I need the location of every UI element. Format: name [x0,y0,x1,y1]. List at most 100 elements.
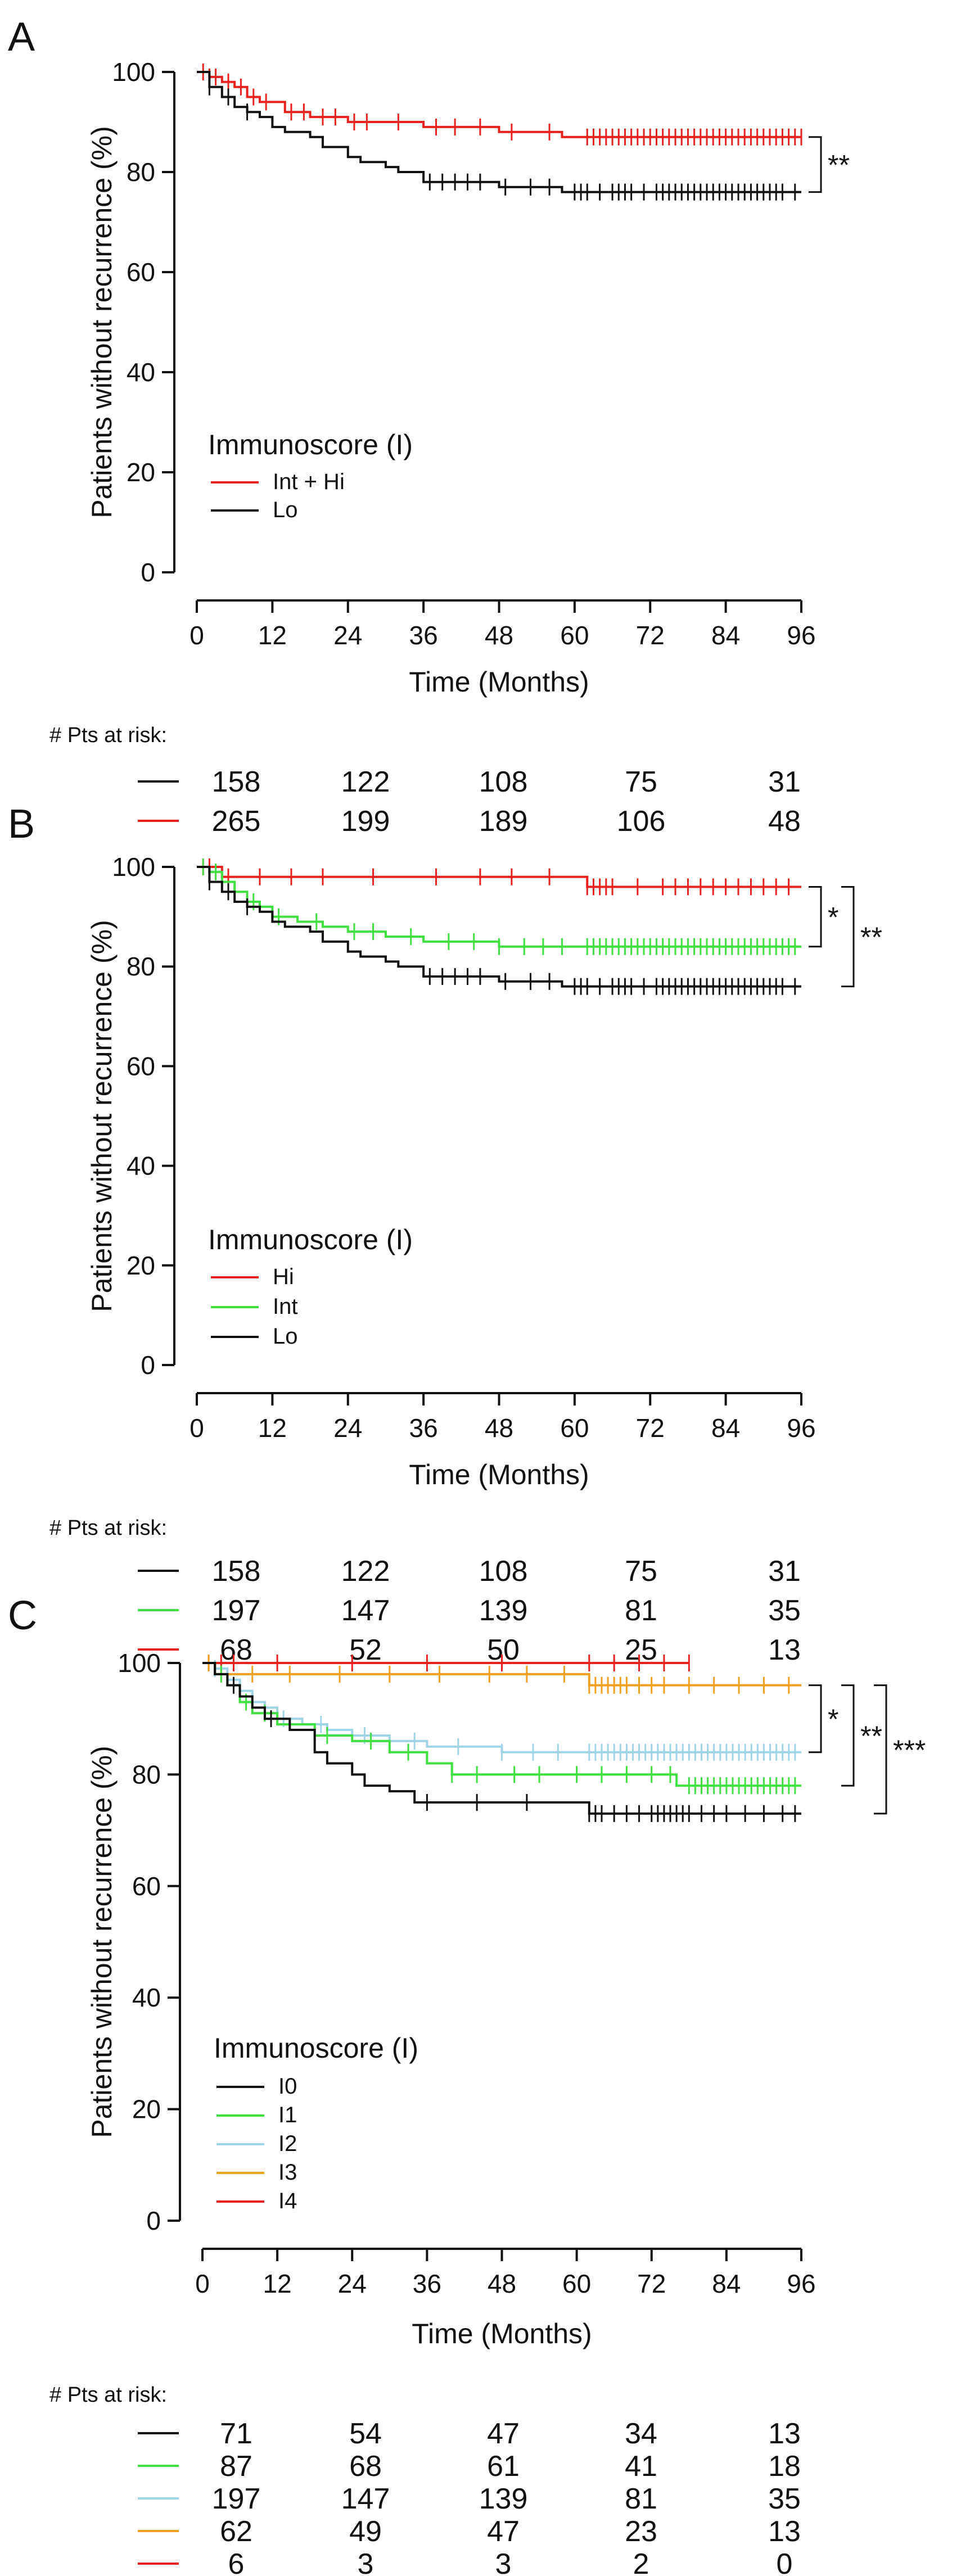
survival-curve [197,71,801,138]
risk-count: 41 [625,2450,657,2483]
x-tick-label: 12 [263,2269,292,2298]
y-tick-label: 60 [127,257,155,287]
x-tick-label: 48 [488,2269,516,2298]
x-tick-label: 0 [190,621,204,650]
x-tick-label: 84 [712,2269,741,2298]
x-tick-label: 60 [560,621,589,650]
risk-count: 106 [617,805,666,838]
x-axis-label: Time (Months) [409,666,589,698]
x-tick-label: 60 [562,2269,591,2298]
legend-label: I3 [278,2160,297,2185]
series-i4 [202,1655,690,1671]
x-tick-label: 72 [636,621,665,650]
x-tick-label: 60 [560,1413,589,1443]
risk-count: 47 [487,2515,520,2548]
x-tick-label: 36 [409,1413,438,1443]
x-tick-label: 72 [637,2269,666,2298]
legend-label: Int [273,1294,297,1319]
risk-count: 61 [487,2450,520,2483]
risk-count: 68 [349,2450,382,2483]
risk-count: 3 [495,2548,512,2576]
legend: Immunoscore (I) Hi Int Lo [208,1224,413,1349]
significance-label: ** [828,150,850,181]
risk-table: # Pts at risk: 158 122 108 75 31 265 199 189 106 4… [49,724,801,838]
risk-table: # Pts at risk: 71 54 47 34 13 87 68 61 41 18 197 147… [49,2383,801,2576]
y-tick-label: 60 [127,1051,155,1081]
legend: Immunoscore (I) Int + Hi Lo [208,429,413,522]
legend-label: Lo [273,498,298,522]
risk-count: 139 [479,2483,528,2515]
y-tick-label: 0 [141,558,155,587]
risk-table: # Pts at risk: 158 122 108 75 31 197 147 139 81 35… [49,1516,801,1666]
risk-count: 3 [358,2548,374,2576]
risk-count: 199 [341,805,390,838]
risk-count: 34 [625,2417,657,2450]
y-tick-label: 100 [118,1648,161,1678]
y-tick-label: 40 [127,1151,155,1181]
x-axis-label: Time (Months) [409,1459,589,1490]
legend-label: I2 [278,2131,297,2156]
risk-count: 189 [479,805,528,838]
x-axis-label: Time (Months) [412,2318,592,2349]
risk-count: 147 [341,2483,390,2515]
risk-count: 87 [220,2450,252,2483]
x-tick-label: 0 [195,2269,210,2298]
y-tick-label: 40 [132,1983,161,2012]
survival-curve [202,1662,801,1787]
y-tick-label: 100 [112,57,155,87]
y-tick-label: 80 [127,157,155,187]
significance-label: * [828,1703,838,1735]
survival-curve [197,866,801,888]
risk-count: 35 [768,2483,801,2515]
series-lo [197,71,801,201]
significance-bracket [841,885,855,988]
risk-count: 197 [212,2483,261,2515]
legend-title: Immunoscore (I) [214,2032,418,2064]
legend-label: Lo [273,1324,298,1349]
legend-label: Int + Hi [273,469,345,494]
series-int-hi [197,64,802,146]
y-axis-label: Patients without recurrence (%) [86,1746,118,2138]
series-int [197,858,801,955]
risk-count: 158 [212,1555,261,1588]
survival-curve [197,866,801,948]
risk-count: 0 [777,2548,793,2576]
x-tick-label: 12 [258,1413,287,1443]
x-tick-label: 12 [258,621,287,650]
risk-count: 62 [220,2515,252,2548]
y-axis-label: Patients without recurrence (%) [86,920,118,1312]
risk-count: 122 [341,766,390,798]
y-tick-label: 60 [132,1872,161,1901]
significance-bracket [874,1684,887,1815]
risk-count: 47 [487,2417,520,2450]
survival-curve [202,1662,801,1754]
x-tick-label: 24 [338,2269,367,2298]
risk-count: 265 [212,805,261,838]
risk-count: 52 [349,1634,382,1666]
significance-bracket [841,1684,855,1787]
risk-table-title: # Pts at risk: [49,724,167,747]
y-tick-label: 20 [132,2095,161,2124]
risk-count: 31 [768,1555,801,1588]
x-tick-label: 84 [711,621,740,650]
x-tick-label: 36 [413,2269,441,2298]
series-i0 [202,1662,801,1822]
x-tick-label: 84 [711,1413,740,1443]
x-tick-label: 24 [333,1413,362,1443]
risk-table-title: # Pts at risk: [49,2383,167,2407]
significance-label: ** [860,1720,882,1752]
legend-label: I4 [278,2189,297,2213]
risk-count: 13 [768,1634,801,1666]
series-i1 [202,1662,801,1795]
risk-count: 25 [625,1634,657,1666]
x-tick-label: 36 [409,621,438,650]
risk-count: 158 [212,766,261,798]
risk-count: 2 [633,2548,649,2576]
risk-count: 54 [349,2417,382,2450]
panel-A: A 0 20 40 60 80 100 0 12 24 36 48 60 72 84 96 Time (Mont… [8,15,850,838]
risk-count: 18 [768,2450,801,2483]
risk-count: 139 [479,1594,528,1627]
significance-label: ** [860,921,882,953]
y-axis-label: Patients without recurrence (%) [86,126,118,518]
